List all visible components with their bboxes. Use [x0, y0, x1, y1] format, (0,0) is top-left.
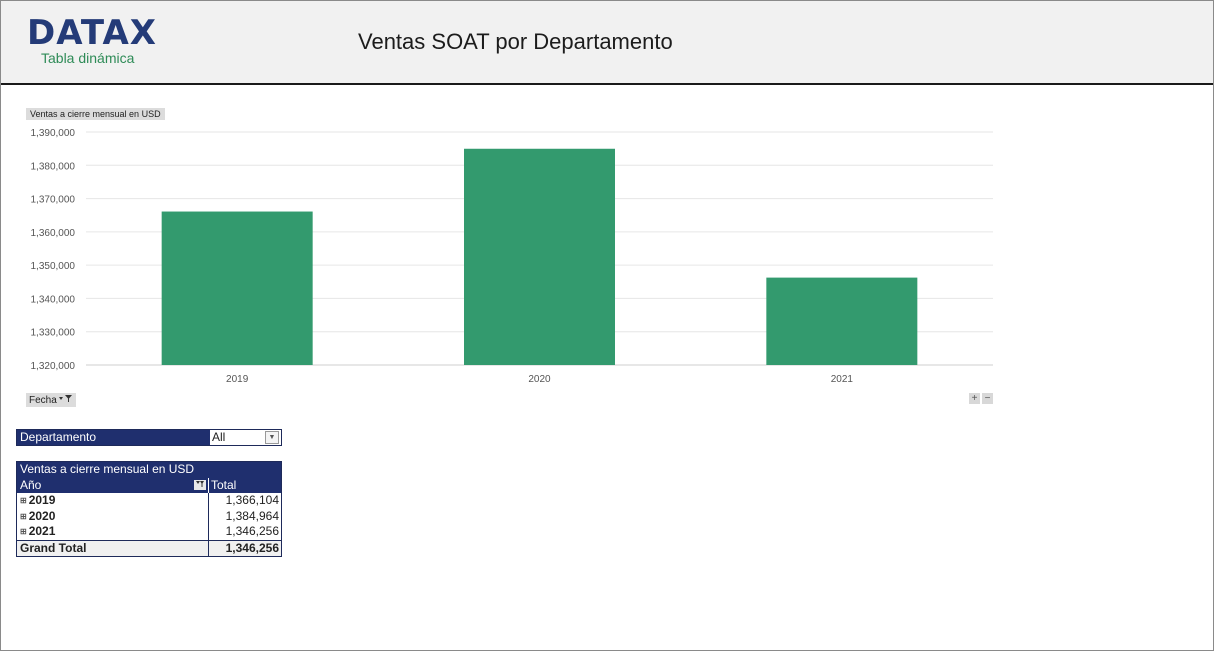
expand-icon[interactable]: ⊞	[20, 496, 27, 505]
row-header-ano: Año	[20, 477, 42, 492]
departamento-filter-value: All	[212, 430, 226, 444]
table-row: ⊞ 2019 1,366,104	[17, 493, 281, 509]
y-tick-label: 1,370,000	[31, 195, 76, 206]
pivot-header-row: Año Total	[17, 477, 281, 493]
y-tick-label: 1,330,000	[31, 328, 76, 339]
y-tick-label: 1,320,000	[31, 361, 76, 372]
logo-text: DATAX	[27, 13, 157, 53]
bar	[766, 277, 918, 365]
x-tick-label: 2020	[528, 374, 551, 385]
chart-value-field-button[interactable]: Ventas a cierre mensual en USD	[26, 108, 165, 120]
pivot-value-title: Ventas a cierre mensual en USD	[20, 462, 195, 476]
page-header: DATAX Tabla dinámica Ventas SOAT por Dep…	[1, 1, 1213, 85]
row-label: 2021	[28, 524, 56, 538]
departamento-filter-label: Departamento	[17, 430, 210, 445]
row-value: 1,384,964	[225, 508, 279, 523]
x-tick-label: 2021	[831, 374, 854, 385]
datax-logo: DATAX Tabla dinámica	[27, 13, 167, 73]
collapse-field-button[interactable]: −	[982, 393, 993, 404]
chart-zoom-controls: + −	[969, 393, 993, 404]
y-tick-label: 1,340,000	[31, 294, 76, 305]
y-tick-label: 1,350,000	[31, 261, 76, 272]
expand-icon[interactable]: ⊞	[20, 527, 27, 536]
grand-total-value: 1,346,256	[225, 540, 279, 555]
bar	[464, 148, 615, 365]
row-value: 1,346,256	[225, 524, 279, 538]
y-tick-label: 1,380,000	[31, 161, 76, 172]
pivot-table: Ventas a cierre mensual en USD Año Total…	[16, 461, 282, 557]
row-value: 1,366,104	[225, 493, 279, 507]
x-tick-label: 2019	[226, 374, 249, 385]
y-tick-label: 1,360,000	[31, 228, 76, 239]
fecha-field-label: Fecha	[29, 394, 57, 406]
row-label: 2020	[28, 508, 56, 523]
row-label: 2019	[28, 493, 56, 507]
table-row: ⊞ 2020 1,384,964	[17, 508, 281, 524]
grand-total-row: Grand Total 1,346,256	[17, 539, 281, 556]
grand-total-label: Grand Total	[17, 540, 209, 556]
departamento-filter: Departamento All ▼	[16, 429, 282, 446]
page-title: Ventas SOAT por Departamento	[358, 29, 673, 54]
y-tick-label: 1,390,000	[31, 128, 76, 139]
bar	[161, 211, 313, 365]
column-header-total: Total	[211, 477, 237, 492]
departamento-filter-select[interactable]: All ▼	[210, 430, 281, 445]
logo-subtitle: Tabla dinámica	[41, 50, 135, 66]
expand-field-button[interactable]: +	[969, 393, 980, 404]
expand-icon[interactable]: ⊞	[20, 511, 27, 521]
pivot-title-row: Ventas a cierre mensual en USD	[17, 462, 281, 478]
bar-chart: 1,390,000 1,380,000 1,370,000 1,360,000 1,35…	[31, 128, 993, 385]
fecha-field-button[interactable]: Fecha	[26, 393, 76, 407]
filter-dropdown-icon	[58, 394, 73, 406]
table-row: ⊞ 2021 1,346,256	[17, 524, 281, 540]
filter-sort-icon[interactable]	[194, 479, 206, 490]
chevron-down-icon[interactable]: ▼	[265, 431, 279, 444]
